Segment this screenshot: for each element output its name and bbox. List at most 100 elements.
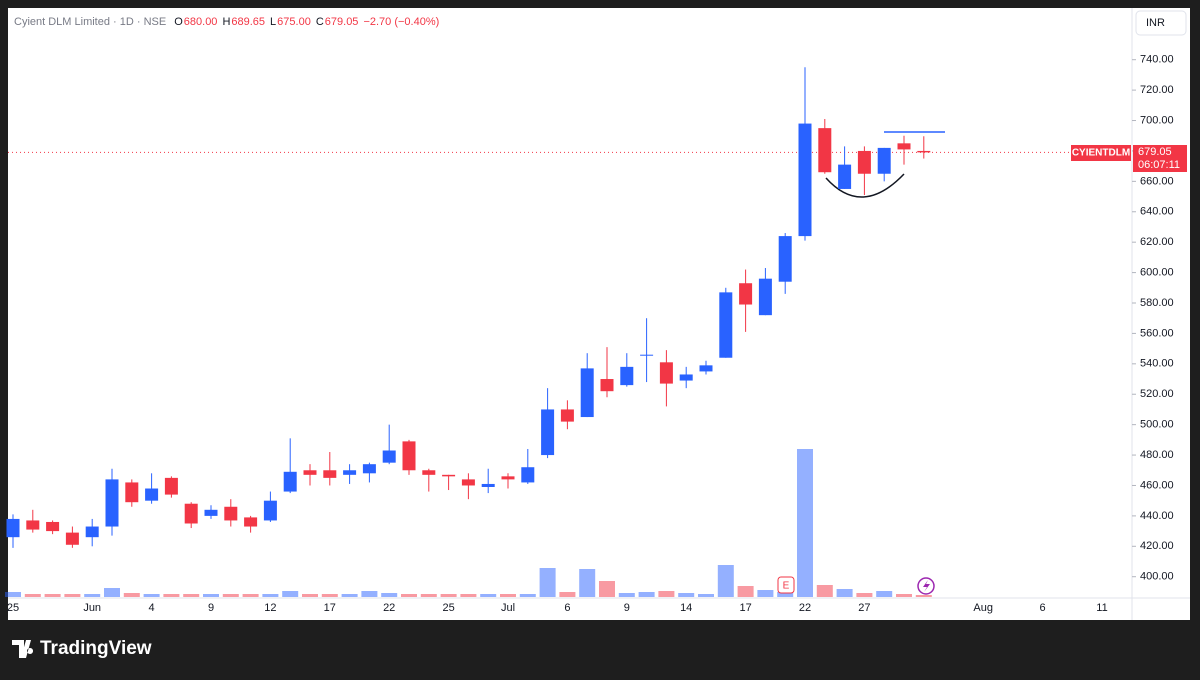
y-tick-label: 640.00 xyxy=(1140,206,1174,218)
earnings-icon: E xyxy=(783,581,790,592)
currency-button[interactable] xyxy=(1135,10,1187,36)
brand: TradingView xyxy=(40,638,152,659)
candle-body xyxy=(422,470,436,475)
ohlc-value: 689.65 xyxy=(231,16,265,28)
y-tick-label: 700.00 xyxy=(1140,114,1174,126)
candle-body xyxy=(640,354,654,356)
candle-body xyxy=(739,283,753,305)
legend-header: Cyient DLM Limited · 1D · NSE O 680.00 H 68… xyxy=(14,16,439,28)
y-tick-label: 720.00 xyxy=(1140,84,1174,96)
x-tick-label: 22 xyxy=(383,602,395,614)
candle-body xyxy=(382,450,396,463)
y-tick-label: 500.00 xyxy=(1140,419,1174,431)
ohlc-value: 679.05 xyxy=(325,16,359,28)
candle-body xyxy=(362,464,376,474)
candle-body xyxy=(85,526,99,538)
volume-bar xyxy=(440,594,457,597)
x-tick-label: 11 xyxy=(1096,602,1107,614)
y-tick-label: 600.00 xyxy=(1140,266,1174,278)
candle-body xyxy=(224,506,238,521)
x-tick-label: 14 xyxy=(680,602,692,614)
candle-body xyxy=(204,509,218,516)
volume-bar xyxy=(836,589,853,597)
candle-body xyxy=(560,409,574,422)
countdown: 06:07:11 xyxy=(1138,159,1180,171)
y-tick-label: 460.00 xyxy=(1140,479,1174,491)
volume-bar xyxy=(5,592,21,597)
volume-bar xyxy=(618,593,635,597)
volume-bar xyxy=(757,590,774,597)
volume-bar xyxy=(44,594,61,597)
ohlc-key: L xyxy=(270,16,276,28)
cup-drawing xyxy=(825,173,905,198)
volume-bar xyxy=(896,594,912,597)
volume-bar xyxy=(737,586,754,597)
volume-bar xyxy=(876,591,893,597)
y-tick-label: 620.00 xyxy=(1140,236,1174,248)
footer-logo: TradingView xyxy=(12,638,152,659)
x-tick-label: 27 xyxy=(858,602,870,614)
candle-body xyxy=(818,128,832,173)
volume-bar xyxy=(321,594,338,597)
y-tick-label: 440.00 xyxy=(1140,510,1174,522)
volume-bar xyxy=(302,594,318,597)
candle-body xyxy=(541,409,555,456)
volume-bar xyxy=(222,594,239,597)
symbol-tag-text: CYIENTDLM xyxy=(1072,148,1130,159)
x-tick-label: 17 xyxy=(324,602,336,614)
price-tag xyxy=(1133,145,1187,172)
candle-body xyxy=(283,471,297,492)
x-tick-label: 6 xyxy=(1040,602,1046,614)
x-tick-label: 4 xyxy=(149,602,155,614)
volume-bar xyxy=(24,594,41,597)
volume-bar xyxy=(460,594,477,597)
candle-body xyxy=(26,520,40,530)
volume-bar xyxy=(104,588,120,597)
candle-body xyxy=(65,532,79,545)
volume-bar xyxy=(341,594,358,597)
ohlc-value: 675.00 xyxy=(277,16,311,28)
candle-body xyxy=(303,470,317,475)
candle-body xyxy=(719,292,733,358)
candle-body xyxy=(857,150,871,174)
candle-body xyxy=(521,467,535,483)
volume-bar xyxy=(519,594,536,597)
candle-body xyxy=(46,521,60,532)
x-tick-label: 9 xyxy=(624,602,630,614)
volume-bar xyxy=(797,449,813,597)
volume-bar xyxy=(816,585,833,597)
candle-body xyxy=(343,470,357,475)
volume-bar xyxy=(401,594,417,597)
volume-bar xyxy=(361,591,378,597)
volume-bar xyxy=(500,594,516,597)
y-tick-label: 400.00 xyxy=(1140,571,1174,583)
volume-bar xyxy=(777,592,794,597)
candle-body xyxy=(501,476,515,480)
y-tick-label: 540.00 xyxy=(1140,358,1174,370)
candle-body xyxy=(105,479,119,527)
x-tick-label: Jun xyxy=(83,602,101,614)
logo-mark xyxy=(12,640,34,658)
candle-body xyxy=(758,278,772,316)
candle-body xyxy=(600,379,614,392)
earnings-marker[interactable] xyxy=(777,576,795,594)
candle-body xyxy=(917,150,931,153)
candle-body xyxy=(125,482,139,503)
y-tick-label: 520.00 xyxy=(1140,388,1174,400)
x-tick-label: 25 xyxy=(442,602,454,614)
ohlc-key: O xyxy=(174,16,183,28)
candle-body xyxy=(263,500,277,521)
ohlc-value: 680.00 xyxy=(184,16,218,28)
candle-body xyxy=(798,123,812,237)
x-tick-label: 9 xyxy=(208,602,214,614)
y-tick-label: 580.00 xyxy=(1140,297,1174,309)
y-tick-label: 480.00 xyxy=(1140,449,1174,461)
candle-body xyxy=(620,366,634,386)
candle-body xyxy=(6,518,20,538)
x-tick-label: 6 xyxy=(564,602,570,614)
y-tick-label: 420.00 xyxy=(1140,540,1174,552)
volume-bar xyxy=(480,594,497,597)
volume-bar xyxy=(262,594,279,597)
currency[interactable]: INR xyxy=(1146,17,1165,29)
